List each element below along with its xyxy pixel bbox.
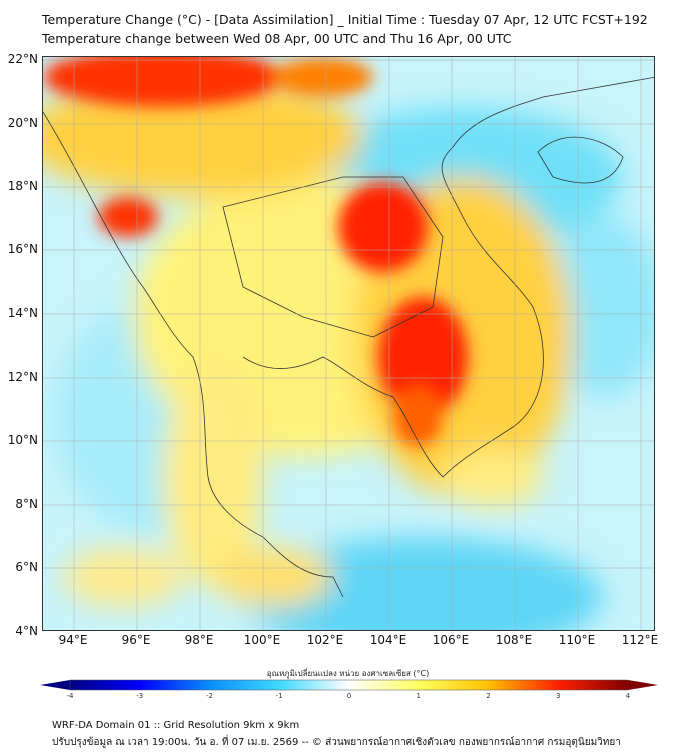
lat-label: 6°N (15, 560, 38, 574)
title-line-1: Temperature Change (°C) - [Data Assimila… (42, 12, 648, 27)
colorbar-min-arrow (40, 680, 70, 690)
lon-label: 100°E (243, 633, 281, 647)
colorbar (40, 679, 658, 691)
colorbar-tick: -1 (275, 692, 283, 700)
lat-label: 12°N (7, 370, 38, 384)
lat-label: 10°N (7, 433, 38, 447)
footer-line-1: WRF-DA Domain 01 :: Grid Resolution 9km … (52, 720, 300, 731)
lon-label: 96°E (121, 633, 151, 647)
gridlines (43, 57, 654, 630)
title-line-2: Temperature change between Wed 08 Apr, 0… (42, 31, 512, 46)
colorbar-tick: -4 (66, 692, 74, 700)
colorbar-tick: 1 (416, 692, 421, 700)
lat-label: 18°N (7, 179, 38, 193)
hot-spots (43, 57, 468, 447)
lon-label: 112°E (621, 633, 659, 647)
lon-label: 102°E (306, 633, 344, 647)
colorbar-tick: -2 (206, 692, 213, 700)
colorbar-tick: -3 (136, 692, 144, 700)
colorbar-tick: 3 (556, 692, 561, 700)
lat-label: 8°N (15, 497, 38, 511)
colorbar-tick: 2 (486, 692, 491, 700)
lat-label: 16°N (7, 242, 38, 256)
lon-label: 106°E (432, 633, 470, 647)
lat-label: 22°N (7, 52, 38, 66)
lon-label: 110°E (558, 633, 596, 647)
temperature-change-map (42, 56, 655, 631)
lat-label: 20°N (7, 116, 38, 130)
lon-label: 108°E (495, 633, 533, 647)
lon-label: 98°E (184, 633, 214, 647)
footer-line-2: ปรับปรุงข้อมูล ณ เวลา 19:00น. วัน อ. ที่… (52, 737, 621, 748)
colorbar-tick: 0 (346, 692, 352, 700)
lat-label: 4°N (15, 624, 38, 638)
lon-label: 94°E (58, 633, 88, 647)
lat-label: 14°N (7, 306, 38, 320)
colorbar-label: อุณหภูมิเปลี่ยนแปลง หน่วย องศาเซลเซียส (… (266, 669, 430, 678)
lon-label: 104°E (369, 633, 407, 647)
colorbar-tick: 4 (625, 692, 631, 700)
colorbar-max-arrow (628, 680, 658, 690)
